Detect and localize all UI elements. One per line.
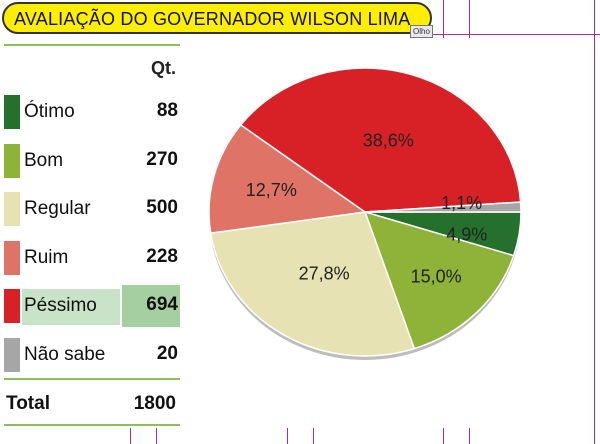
total-label: Total bbox=[6, 393, 50, 414]
slice-label: 15,0% bbox=[411, 267, 462, 287]
legend-swatch bbox=[4, 95, 20, 129]
table-bottom-rule bbox=[4, 378, 180, 380]
guide-line bbox=[469, 0, 470, 38]
table-row: Regular 500 bbox=[0, 188, 182, 230]
legend-swatch bbox=[4, 143, 20, 178]
pie-slice-regular bbox=[209, 211, 416, 357]
olho-tag: Olho bbox=[410, 25, 433, 38]
pie-slice-pssimo bbox=[239, 67, 522, 213]
guide-line bbox=[432, 34, 600, 35]
legend-swatch bbox=[4, 192, 20, 226]
slice-label: 4,9% bbox=[446, 225, 487, 245]
guide-line bbox=[469, 428, 470, 444]
guide-line bbox=[313, 428, 314, 444]
row-highlight bbox=[22, 289, 120, 325]
table-top-rule bbox=[4, 44, 180, 46]
quantity-column-header: Qt. bbox=[151, 58, 176, 78]
guide-line bbox=[594, 0, 595, 444]
row-label: Ruim bbox=[24, 246, 69, 268]
slice-label: 12,7% bbox=[246, 180, 297, 200]
slice-label: 1,1% bbox=[441, 193, 482, 213]
table-row: Péssimo 694 bbox=[0, 285, 182, 327]
row-value: 228 bbox=[146, 245, 178, 267]
legend-swatch bbox=[4, 289, 20, 323]
guide-line bbox=[130, 428, 131, 444]
slice-label: 27,8% bbox=[299, 263, 350, 283]
row-label: Ótimo bbox=[24, 101, 75, 122]
guide-line bbox=[443, 428, 444, 444]
legend-swatch bbox=[4, 240, 20, 275]
value-highlight bbox=[122, 285, 180, 327]
total-value: 1800 bbox=[133, 393, 176, 414]
table-row: Bom 270 bbox=[0, 140, 182, 182]
row-label: Bom bbox=[24, 149, 64, 171]
slice-label: 38,6% bbox=[363, 130, 414, 150]
row-label: Regular bbox=[24, 198, 91, 219]
pie-slice-ruim bbox=[208, 123, 367, 235]
row-label: Não sabe bbox=[24, 343, 106, 365]
row-value: 88 bbox=[156, 100, 178, 121]
row-value: 20 bbox=[156, 342, 178, 364]
table-row: Não sabe 20 bbox=[0, 334, 182, 376]
guide-line bbox=[287, 428, 288, 444]
row-label: Péssimo bbox=[24, 295, 97, 316]
row-value: 694 bbox=[146, 294, 178, 315]
row-value: 270 bbox=[146, 148, 178, 170]
pie-slice-nosabe bbox=[364, 201, 522, 213]
chart-title-banner: AVALIAÇÃO DO GOVERNADOR WILSON LIMA bbox=[2, 2, 432, 34]
table-row: Ruim 228 bbox=[0, 237, 182, 279]
table-row: Ótimo 88 bbox=[0, 91, 182, 133]
table-total-rule bbox=[4, 424, 180, 426]
guide-line bbox=[156, 428, 157, 444]
row-value: 500 bbox=[146, 197, 178, 218]
guide-line bbox=[443, 0, 444, 38]
legend-swatch bbox=[4, 337, 20, 372]
chart-title: AVALIAÇÃO DO GOVERNADOR WILSON LIMA bbox=[14, 9, 411, 29]
